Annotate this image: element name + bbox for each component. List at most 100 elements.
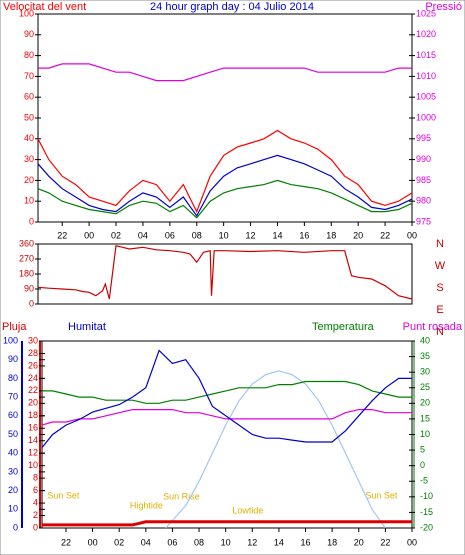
y-tick-label: 60 — [24, 92, 34, 102]
x-tick-label: 16 — [299, 230, 309, 240]
y-tick-label: 20 — [24, 175, 34, 185]
y-tick-label: 10 — [24, 196, 34, 206]
y3-tick-label: 28 — [28, 348, 38, 358]
y3-tick-label: 8 — [33, 473, 38, 483]
series-line — [38, 63, 412, 82]
x-tick-label: 04 — [138, 230, 148, 240]
y-tick-label: 40 — [8, 448, 18, 458]
y2-tick-label: 35 — [420, 351, 430, 361]
y3-tick-label: 20 — [28, 398, 38, 408]
annotation: Hightide — [130, 500, 163, 510]
y2-tick-label: 980 — [416, 196, 431, 206]
wind-label: Velocitat del vent — [3, 1, 86, 13]
annotation: Lowtide — [232, 505, 263, 515]
y3-tick-label: 10 — [28, 460, 38, 470]
x-tick-label: 08 — [194, 537, 204, 547]
x-tick-label: 22 — [57, 230, 67, 240]
series-line — [37, 179, 413, 219]
x-tick-label: 18 — [326, 230, 336, 240]
y-tick-label: 50 — [8, 429, 18, 439]
x-tick-label: 20 — [354, 537, 364, 547]
y3-tick-label: 24 — [28, 373, 38, 383]
humidity-label: Humitat — [68, 321, 106, 333]
compass-label: W — [435, 260, 446, 272]
y2-tick-label: 975 — [416, 216, 431, 226]
y3-tick-label: 6 — [33, 485, 38, 495]
annotation: Sun Set — [365, 490, 398, 500]
x-tick-label: 00 — [88, 537, 98, 547]
compass-label: S — [436, 282, 443, 294]
y2-tick-label: 1010 — [416, 71, 436, 81]
x-tick-label: 14 — [274, 537, 284, 547]
y-tick-label: 100 — [3, 335, 18, 345]
pressure-label: Pressió — [425, 1, 462, 13]
y2-tick-label: 10 — [420, 429, 430, 439]
title: 24 hour graph day : 04 Julio 2014 — [150, 1, 314, 13]
y2-tick-label: 1000 — [416, 112, 436, 122]
x-tick-label: 04 — [141, 537, 151, 547]
x-tick-label: 12 — [246, 230, 256, 240]
y2-tick-label: 1025 — [416, 8, 436, 18]
x-tick-label: 00 — [407, 230, 417, 240]
y-tick-label: 100 — [19, 8, 34, 18]
series-line — [37, 244, 413, 300]
y3-tick-label: 30 — [28, 335, 38, 345]
y3-tick-label: 26 — [28, 360, 38, 370]
y2-tick-label: 1020 — [416, 29, 436, 39]
y2-tick-label: 30 — [420, 367, 430, 377]
x-tick-label: 22 — [61, 537, 71, 547]
series-line — [37, 154, 413, 217]
y-tick-label: 0 — [13, 522, 18, 532]
x-tick-label: 08 — [192, 230, 202, 240]
y2-tick-label: 1005 — [416, 92, 436, 102]
annotation: Sun Set — [47, 490, 80, 500]
y3-tick-label: 4 — [33, 497, 38, 507]
x-tick-label: 02 — [114, 537, 124, 547]
temperature-label: Temperatura — [312, 321, 375, 333]
y-tick-label: 70 — [24, 71, 34, 81]
series-line — [41, 349, 412, 448]
y2-tick-label: -15 — [420, 507, 433, 517]
y-tick-label: 270 — [19, 253, 34, 263]
y2-tick-label: 985 — [416, 175, 431, 185]
y-tick-label: 40 — [24, 133, 34, 143]
y3-tick-label: 0 — [33, 522, 38, 532]
compass-label: N — [436, 326, 444, 338]
compass-label: N — [436, 238, 444, 250]
y-tick-label: 30 — [8, 466, 18, 476]
x-tick-label: 00 — [84, 230, 94, 240]
y-tick-label: 90 — [24, 283, 34, 293]
series-line — [37, 129, 413, 214]
y-tick-label: 70 — [8, 391, 18, 401]
annotation: Sun Rise — [163, 491, 200, 501]
y3-tick-label: 16 — [28, 423, 38, 433]
x-tick-label: 22 — [380, 537, 390, 547]
x-tick-label: 02 — [111, 230, 121, 240]
y-tick-label: 80 — [24, 50, 34, 60]
x-tick-label: 06 — [165, 230, 175, 240]
x-tick-label: 22 — [380, 230, 390, 240]
x-tick-label: 06 — [167, 537, 177, 547]
y2-tick-label: 990 — [416, 154, 431, 164]
y-tick-label: 30 — [24, 154, 34, 164]
y2-tick-label: -5 — [420, 476, 428, 486]
series-line — [41, 409, 412, 426]
y2-tick-label: -20 — [420, 522, 433, 532]
y2-tick-label: -10 — [420, 491, 433, 501]
y-tick-label: 60 — [8, 410, 18, 420]
y2-tick-label: 1015 — [416, 50, 436, 60]
y-tick-label: 90 — [24, 29, 34, 39]
compass-label: E — [436, 304, 443, 316]
series-line — [165, 370, 386, 529]
y2-tick-label: 995 — [416, 133, 431, 143]
y3-tick-label: 14 — [28, 435, 38, 445]
y-tick-label: 0 — [29, 216, 34, 226]
series-line — [42, 380, 412, 404]
y2-tick-label: 15 — [420, 413, 430, 423]
x-tick-label: 10 — [219, 230, 229, 240]
rain-label: Pluja — [2, 321, 27, 333]
y2-tick-label: 20 — [420, 398, 430, 408]
y2-tick-label: 40 — [420, 335, 430, 345]
